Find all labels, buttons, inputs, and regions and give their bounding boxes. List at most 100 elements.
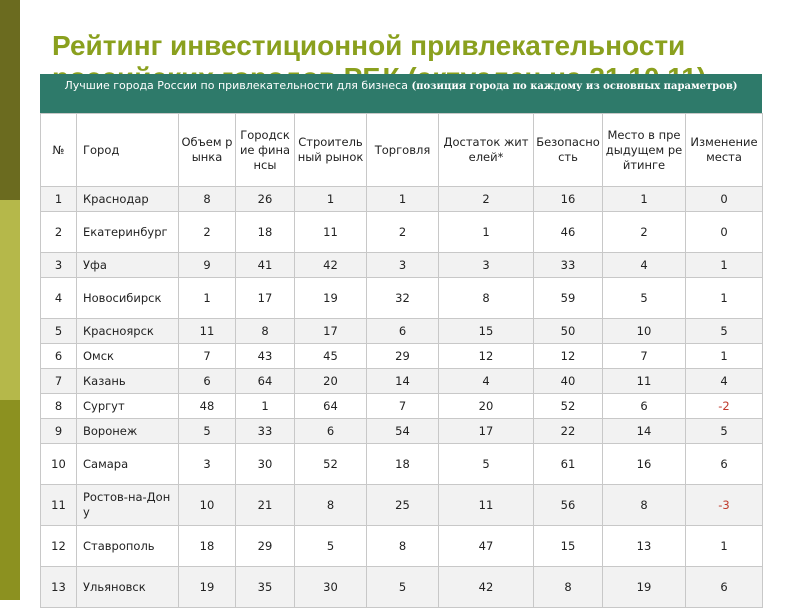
cell-change: 1 [685,252,763,278]
table-row: 11 Ростов-на-Дону 10 21 8 25 11 56 8 -3 [40,484,763,526]
cell-finance: 33 [235,418,295,444]
cell-change: 1 [685,343,763,369]
cell-n: 3 [40,252,77,278]
cell-prev: 6 [602,393,686,419]
cell-trade: 32 [366,277,439,319]
table-body: 1 Краснодар 8 26 1 1 2 16 1 0 2 Екатеринбург 2 18 11 2 1… [40,186,763,608]
cell-construction: 5 [294,525,367,567]
cell-finance: 26 [235,186,295,212]
cell-n: 7 [40,368,77,394]
cell-safety: 61 [533,443,603,485]
cell-trade: 25 [366,484,439,526]
cell-prev: 2 [602,211,686,253]
cell-safety: 46 [533,211,603,253]
cell-construction: 19 [294,277,367,319]
cell-change: 6 [685,443,763,485]
header-construction: Строительный рынок [294,113,367,187]
table-row: 7 Казань 6 64 20 14 4 40 11 4 [40,368,763,394]
sidebar-segment [0,400,20,600]
cell-finance: 64 [235,368,295,394]
header-city: Город [76,113,179,187]
cell-market: 18 [178,525,236,567]
header-safety: Безопасность [533,113,603,187]
table-caption: Лучшие города России по привлекательност… [40,74,762,113]
cell-city: Ульяновск [76,566,179,608]
cell-prev: 14 [602,418,686,444]
ranking-table: № Город Объем рынка Городские финансы Ст… [40,113,763,608]
cell-construction: 8 [294,484,367,526]
cell-prev: 11 [602,368,686,394]
cell-safety: 15 [533,525,603,567]
cell-n: 5 [40,318,77,344]
cell-safety: 12 [533,343,603,369]
table-row: 12 Ставрополь 18 29 5 8 47 15 13 1 [40,525,763,567]
cell-trade: 54 [366,418,439,444]
cell-trade: 1 [366,186,439,212]
cell-construction: 64 [294,393,367,419]
cell-market: 7 [178,343,236,369]
cell-construction: 1 [294,186,367,212]
table-row: 5 Красноярск 11 8 17 6 15 50 10 5 [40,318,763,344]
cell-market: 11 [178,318,236,344]
header-num: № [40,113,77,187]
header-finance: Городские финансы [235,113,295,187]
cell-n: 10 [40,443,77,485]
cell-city: Краснодар [76,186,179,212]
table-row: 2 Екатеринбург 2 18 11 2 1 46 2 0 [40,211,763,253]
cell-n: 12 [40,525,77,567]
cell-prev: 16 [602,443,686,485]
header-trade: Торговля [366,113,439,187]
cell-market: 9 [178,252,236,278]
cell-market: 8 [178,186,236,212]
cell-wealth: 12 [438,343,534,369]
cell-safety: 16 [533,186,603,212]
cell-trade: 7 [366,393,439,419]
decorative-sidebar [0,0,20,600]
cell-finance: 18 [235,211,295,253]
cell-wealth: 15 [438,318,534,344]
cell-prev: 8 [602,484,686,526]
cell-change: 6 [685,566,763,608]
cell-finance: 43 [235,343,295,369]
cell-n: 11 [40,484,77,526]
cell-trade: 2 [366,211,439,253]
cell-market: 2 [178,211,236,253]
cell-market: 5 [178,418,236,444]
cell-change: 5 [685,418,763,444]
cell-n: 8 [40,393,77,419]
cell-safety: 33 [533,252,603,278]
cell-prev: 7 [602,343,686,369]
cell-trade: 3 [366,252,439,278]
cell-change: 4 [685,368,763,394]
cell-n: 6 [40,343,77,369]
cell-n: 9 [40,418,77,444]
cell-prev: 5 [602,277,686,319]
cell-finance: 41 [235,252,295,278]
cell-finance: 1 [235,393,295,419]
ranking-table-container: Лучшие города России по привлекательност… [40,74,763,608]
cell-prev: 10 [602,318,686,344]
cell-construction: 6 [294,418,367,444]
cell-wealth: 42 [438,566,534,608]
cell-construction: 20 [294,368,367,394]
cell-prev: 19 [602,566,686,608]
table-row: 10 Самара 3 30 52 18 5 61 16 6 [40,443,763,485]
cell-trade: 29 [366,343,439,369]
cell-change: 0 [685,211,763,253]
cell-safety: 59 [533,277,603,319]
cell-wealth: 20 [438,393,534,419]
cell-construction: 52 [294,443,367,485]
cell-wealth: 4 [438,368,534,394]
cell-finance: 17 [235,277,295,319]
cell-construction: 42 [294,252,367,278]
cell-wealth: 1 [438,211,534,253]
sidebar-segment [0,200,20,400]
cell-prev: 13 [602,525,686,567]
cell-city: Казань [76,368,179,394]
table-row: 9 Воронеж 5 33 6 54 17 22 14 5 [40,418,763,444]
cell-trade: 6 [366,318,439,344]
cell-safety: 56 [533,484,603,526]
cell-change: 5 [685,318,763,344]
cell-prev: 4 [602,252,686,278]
cell-market: 19 [178,566,236,608]
